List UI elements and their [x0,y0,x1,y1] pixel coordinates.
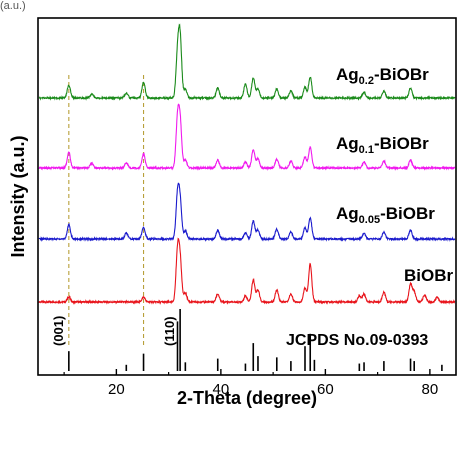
series-label-2: Ag0.1-BiOBr [336,134,429,156]
series-line-0 [38,237,456,305]
x-tick-label-2: 60 [317,381,334,398]
series-line-3 [38,23,456,101]
series-label-1: Ag0.05-BiOBr [336,204,435,226]
y-axis-label: Intensity (a.u.) [8,135,28,257]
reference-annotation-1: (110) [162,316,177,346]
series-label-0: BiOBr [404,266,454,285]
series-line-1 [38,182,456,242]
plot-frame [37,17,457,376]
series-label-3: Ag0.2-BiOBr [336,65,429,87]
reference-annotation-0: (001) [51,316,66,346]
reference-label: JCPDS No.09-0393 [286,332,428,349]
cropped-top-text: (a.u.) [0,0,26,12]
x-tick-label-3: 80 [422,381,439,398]
series-line-2 [38,103,456,171]
x-tick-label-0: 20 [108,381,125,398]
x-tick-label-1: 40 [213,381,230,398]
x-axis-label: 2-Theta (degree) [177,388,317,408]
